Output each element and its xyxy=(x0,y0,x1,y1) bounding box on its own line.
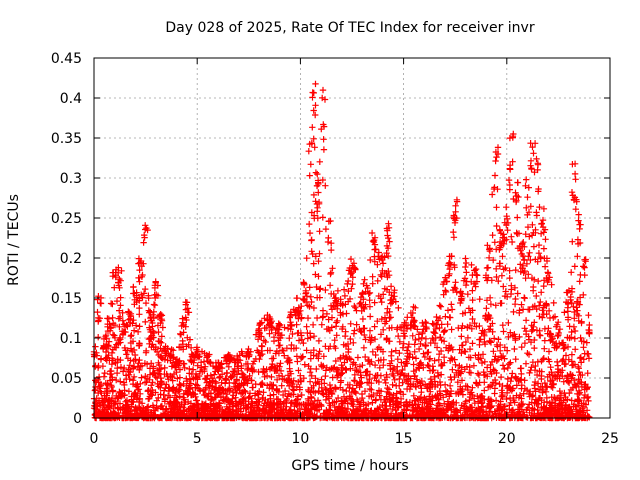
chart-title: Day 028 of 2025, Rate Of TEC Index for r… xyxy=(165,20,534,36)
x-tick-label: 10 xyxy=(291,431,309,447)
y-axis-label: ROTI / TECUs xyxy=(6,194,22,286)
y-tick-label: 0.25 xyxy=(51,211,82,227)
data-points xyxy=(90,80,593,422)
y-tick-label: 0.35 xyxy=(51,131,82,147)
x-tick-label: 15 xyxy=(395,431,413,447)
y-tick-label: 0.2 xyxy=(60,251,82,267)
x-tick-labels: 0 5 10 15 20 25 xyxy=(90,431,619,447)
y-tick-label: 0 xyxy=(73,411,82,427)
axis-ticks xyxy=(93,57,611,419)
y-tick-labels: 0 0.05 0.1 0.15 0.2 0.25 0.3 0.35 0.4 0.45 xyxy=(51,51,82,427)
y-tick-label: 0.1 xyxy=(60,331,82,347)
x-tick-label: 0 xyxy=(90,431,99,447)
y-tick-label: 0.15 xyxy=(51,291,82,307)
roti-data-markers xyxy=(90,80,593,422)
x-tick-label: 20 xyxy=(498,431,516,447)
x-tick-label: 25 xyxy=(601,431,619,447)
plot-frame xyxy=(93,57,611,419)
x-axis-label: GPS time / hours xyxy=(291,458,408,474)
y-tick-label: 0.4 xyxy=(60,91,82,107)
x-tick-label: 5 xyxy=(193,431,202,447)
y-tick-label: 0.3 xyxy=(60,171,82,187)
y-tick-label: 0.45 xyxy=(51,51,82,67)
y-tick-label: 0.05 xyxy=(51,371,82,387)
